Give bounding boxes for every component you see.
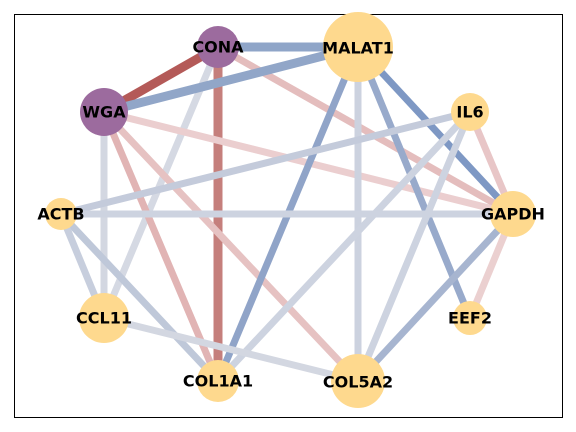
plot-frame	[14, 14, 563, 418]
node-label-gapdh: GAPDH	[481, 205, 545, 224]
node-label-eef2: EEF2	[448, 309, 492, 328]
node-wga[interactable]	[80, 88, 128, 136]
node-label-wga: WGA	[82, 103, 126, 122]
node-gapdh[interactable]	[490, 191, 536, 237]
edge-malat1-eef2	[354, 45, 474, 320]
node-label-malat1: MALAT1	[322, 39, 394, 58]
label-layer: MALAT1 IL6 GAPDH EEF2 COL5A2 COL1A1 CCL11 ACTB W…	[37, 38, 545, 392]
node-label-actb: ACTB	[37, 205, 84, 224]
node-eef2[interactable]	[453, 301, 487, 335]
edge-il6-col5a2	[354, 110, 474, 383]
node-label-cona: CONA	[192, 38, 244, 57]
node-ccl11[interactable]	[79, 293, 129, 343]
node-layer	[45, 12, 536, 408]
edge-malat1-gapdh	[355, 44, 516, 217]
edge-actb-col1a1	[58, 211, 221, 384]
node-col1a1[interactable]	[197, 360, 239, 402]
node-label-il6: IL6	[456, 103, 483, 122]
node-cona[interactable]	[197, 26, 239, 68]
node-actb[interactable]	[45, 198, 77, 230]
node-col5a2[interactable]	[331, 354, 385, 408]
node-label-col1a1: COL1A1	[183, 372, 253, 391]
edge-wga-col1a1	[100, 110, 222, 383]
edge-il6-actb	[60, 108, 471, 218]
node-malat1[interactable]	[323, 12, 393, 82]
edge-wga-malat1	[102, 42, 360, 117]
node-label-ccl11: CCL11	[76, 309, 132, 328]
edge-il6-col1a1	[215, 109, 473, 384]
edge-ccl11-col5a2	[103, 314, 359, 385]
edge-wga-col5a2	[101, 109, 361, 384]
edge-layer	[57, 42, 517, 385]
node-il6[interactable]	[451, 93, 489, 131]
node-label-col5a2: COL5A2	[323, 373, 393, 392]
edge-gapdh-col5a2	[355, 211, 516, 384]
